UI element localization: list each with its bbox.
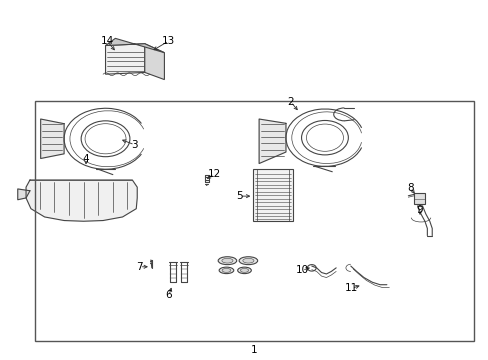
Ellipse shape: [237, 267, 251, 274]
Polygon shape: [105, 44, 144, 74]
Bar: [413, 193, 424, 204]
Text: 4: 4: [82, 154, 89, 164]
Polygon shape: [18, 189, 30, 200]
Text: 12: 12: [207, 168, 221, 179]
Polygon shape: [105, 39, 164, 53]
Polygon shape: [26, 180, 137, 221]
Ellipse shape: [243, 258, 253, 263]
Text: 1: 1: [250, 345, 257, 355]
Text: 13: 13: [162, 36, 175, 46]
Text: 9: 9: [416, 206, 423, 216]
Ellipse shape: [222, 269, 230, 272]
Text: 5: 5: [236, 191, 243, 201]
Ellipse shape: [222, 258, 232, 263]
Ellipse shape: [240, 269, 248, 272]
Text: 6: 6: [165, 291, 172, 301]
Polygon shape: [41, 119, 64, 158]
Text: 11: 11: [345, 283, 358, 293]
Bar: [253, 169, 293, 221]
Text: 7: 7: [136, 262, 142, 272]
Ellipse shape: [218, 257, 236, 265]
Text: 14: 14: [100, 36, 113, 46]
Text: 10: 10: [295, 265, 308, 275]
Bar: [35, 101, 473, 341]
Polygon shape: [144, 44, 164, 80]
Ellipse shape: [239, 257, 257, 265]
Polygon shape: [259, 119, 285, 163]
Text: 3: 3: [131, 140, 138, 150]
Text: 8: 8: [406, 183, 413, 193]
Text: 2: 2: [287, 97, 294, 107]
Ellipse shape: [219, 267, 233, 274]
